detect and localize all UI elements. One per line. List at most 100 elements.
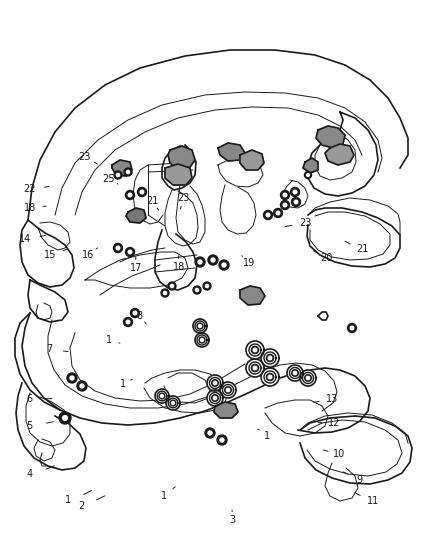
Circle shape (213, 397, 217, 400)
Circle shape (261, 349, 279, 367)
Circle shape (213, 381, 217, 385)
Polygon shape (240, 150, 264, 170)
Polygon shape (240, 286, 265, 305)
Circle shape (172, 401, 174, 405)
Text: 1: 1 (161, 491, 167, 500)
Text: 18: 18 (173, 262, 185, 271)
Circle shape (70, 376, 74, 380)
Text: 23: 23 (78, 152, 90, 162)
Circle shape (261, 368, 279, 386)
Circle shape (63, 416, 67, 421)
Circle shape (128, 250, 132, 254)
Circle shape (211, 258, 215, 262)
Text: 1: 1 (264, 431, 270, 441)
Circle shape (80, 384, 84, 388)
Circle shape (222, 263, 226, 267)
Polygon shape (126, 208, 146, 223)
Text: 23: 23 (177, 193, 189, 203)
Text: 20: 20 (320, 253, 332, 263)
Circle shape (280, 200, 290, 209)
Circle shape (294, 200, 298, 204)
Text: 19: 19 (243, 259, 255, 268)
Circle shape (59, 412, 71, 424)
Polygon shape (165, 164, 192, 185)
Polygon shape (218, 143, 245, 161)
Circle shape (266, 213, 270, 217)
Circle shape (195, 333, 209, 347)
Circle shape (350, 326, 354, 330)
Circle shape (126, 190, 134, 199)
Text: 1: 1 (65, 495, 71, 505)
Text: 18: 18 (24, 203, 36, 213)
Circle shape (217, 435, 227, 445)
Circle shape (116, 246, 120, 250)
Text: 11: 11 (367, 496, 379, 506)
Text: 1: 1 (120, 379, 126, 389)
Circle shape (251, 365, 258, 372)
Circle shape (268, 356, 272, 360)
Text: 21: 21 (146, 197, 159, 206)
Circle shape (290, 188, 300, 197)
Circle shape (266, 354, 274, 361)
Text: 14: 14 (19, 234, 32, 244)
Circle shape (193, 286, 201, 294)
Circle shape (283, 203, 287, 207)
Circle shape (306, 376, 310, 379)
Circle shape (207, 375, 223, 391)
Circle shape (131, 309, 139, 318)
Circle shape (292, 370, 298, 376)
Text: 6: 6 (27, 394, 33, 403)
Circle shape (212, 379, 218, 386)
Text: 22: 22 (24, 184, 36, 194)
Text: 1: 1 (106, 335, 113, 345)
Circle shape (133, 311, 137, 315)
Circle shape (159, 393, 165, 399)
Circle shape (126, 320, 130, 324)
Circle shape (198, 260, 202, 264)
Circle shape (300, 370, 316, 386)
Circle shape (273, 208, 283, 217)
Circle shape (203, 282, 211, 290)
Text: 4: 4 (27, 470, 33, 479)
Circle shape (138, 188, 146, 197)
Circle shape (170, 400, 176, 406)
Circle shape (114, 171, 122, 179)
Text: 13: 13 (326, 394, 338, 403)
Circle shape (305, 375, 311, 381)
Polygon shape (214, 402, 238, 418)
Circle shape (220, 438, 224, 442)
Circle shape (307, 174, 309, 176)
Polygon shape (325, 144, 354, 165)
Text: 25: 25 (102, 174, 115, 183)
Circle shape (128, 193, 132, 197)
Circle shape (268, 375, 272, 379)
Circle shape (246, 341, 264, 359)
Text: 21: 21 (357, 245, 369, 254)
Circle shape (293, 372, 297, 375)
Circle shape (283, 193, 287, 197)
Polygon shape (112, 160, 132, 176)
Circle shape (264, 211, 272, 220)
Text: 16: 16 (81, 250, 94, 260)
Circle shape (266, 374, 274, 381)
Circle shape (226, 389, 230, 392)
Circle shape (195, 288, 198, 292)
Circle shape (212, 395, 218, 401)
Circle shape (253, 348, 257, 352)
Circle shape (253, 366, 257, 370)
Circle shape (201, 338, 204, 342)
Circle shape (293, 190, 297, 194)
Text: 2: 2 (78, 502, 84, 511)
Text: 5: 5 (27, 422, 33, 431)
Circle shape (117, 173, 120, 176)
Circle shape (195, 257, 205, 267)
Circle shape (304, 172, 311, 179)
Circle shape (127, 171, 130, 174)
Text: 10: 10 (333, 449, 346, 459)
Circle shape (225, 387, 231, 393)
Circle shape (220, 382, 236, 398)
Circle shape (208, 255, 218, 265)
Circle shape (347, 324, 357, 333)
Circle shape (193, 319, 207, 333)
Circle shape (205, 428, 215, 438)
